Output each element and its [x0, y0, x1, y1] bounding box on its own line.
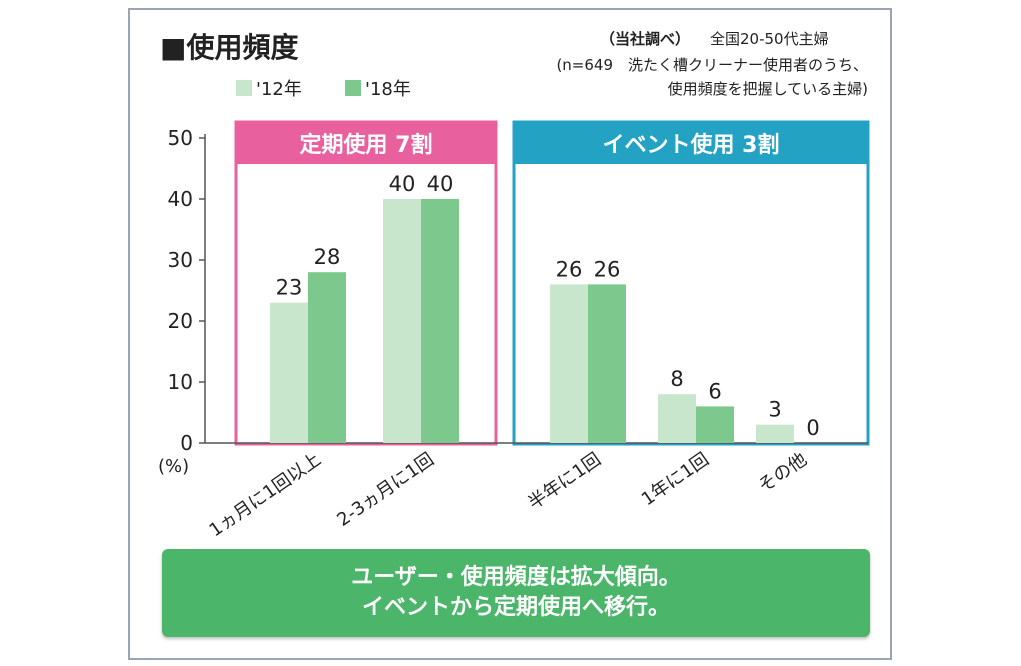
- data-label: 8: [670, 367, 683, 391]
- bar: [696, 406, 734, 443]
- data-label: 26: [556, 257, 583, 281]
- y-tick-label: 40: [168, 187, 193, 211]
- source-note: （当社調べ）: [600, 30, 690, 48]
- group-label: 定期使用 7割: [300, 132, 433, 158]
- conclusion-banner: ユーザー・使用頻度は拡大傾向。 イベントから定期使用へ移行。: [162, 549, 870, 637]
- group-header: [514, 122, 868, 164]
- bar: [270, 302, 308, 443]
- legend-swatch: [345, 80, 361, 96]
- data-label: 28: [314, 245, 341, 269]
- data-label: 6: [708, 379, 721, 403]
- group-header: [236, 122, 496, 164]
- y-tick-label: 50: [168, 126, 193, 150]
- bar: [383, 199, 421, 443]
- note-line-1: 全国20-50代主婦: [710, 30, 829, 48]
- category-label: その他: [755, 449, 811, 497]
- conclusion-line-1: ユーザー・使用頻度は拡大傾向。: [351, 565, 681, 590]
- data-label: 3: [768, 398, 781, 422]
- unit-label: (%): [158, 456, 189, 477]
- bar: [756, 424, 794, 443]
- bar: [588, 284, 626, 443]
- bar: [308, 272, 346, 443]
- data-label: 0: [806, 416, 819, 440]
- category-label: 2-3ヵ月に1回: [333, 449, 437, 531]
- category-label: 1年に1回: [638, 449, 713, 510]
- note-line-2: (n=649 洗たく槽クリーナー使用者のうち、: [556, 56, 868, 74]
- data-label: 40: [389, 172, 416, 196]
- chart-title: ■使用頻度: [160, 31, 298, 64]
- legend-label: '12年: [256, 79, 302, 100]
- data-label: 40: [427, 172, 454, 196]
- legend-swatch: [236, 80, 252, 96]
- y-tick-label: 0: [180, 431, 193, 455]
- bar: [550, 284, 588, 443]
- data-label: 23: [276, 276, 303, 300]
- legend-label: '18年: [365, 79, 411, 100]
- y-tick-label: 20: [168, 309, 193, 333]
- conclusion-line-2: イベントから定期使用へ移行。: [361, 595, 670, 620]
- group-label: イベント使用 3割: [603, 132, 780, 158]
- bar: [658, 394, 696, 443]
- category-label: 1ヵ月に1回以上: [206, 449, 325, 541]
- bar: [421, 199, 459, 443]
- category-label: 半年に1回: [524, 449, 604, 514]
- y-tick-label: 30: [168, 248, 193, 272]
- y-tick-label: 10: [168, 370, 193, 394]
- data-label: 26: [594, 257, 621, 281]
- note-line-3: 使用頻度を把握している主婦): [668, 80, 868, 98]
